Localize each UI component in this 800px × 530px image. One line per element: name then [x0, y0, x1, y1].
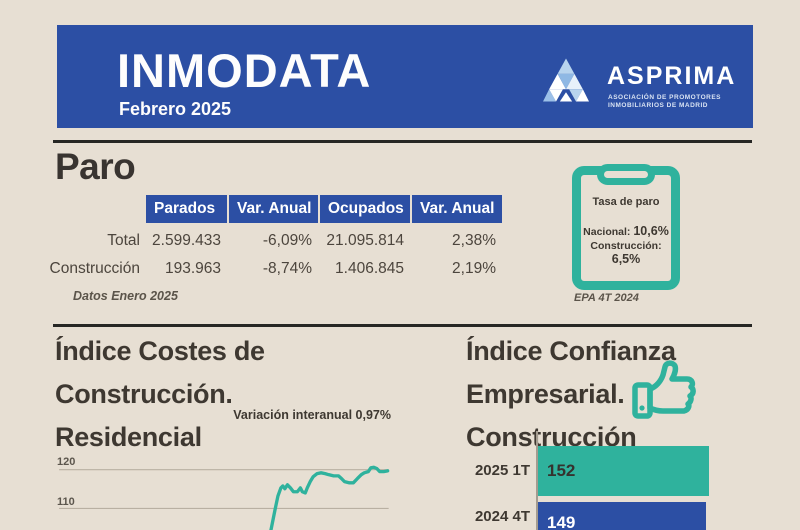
- tasa-de-paro-title: Tasa de paro: [592, 196, 660, 208]
- tasa-nacional-value: 10,6%: [633, 224, 669, 238]
- variation-annotation: Variación interanual 0,97%: [233, 408, 391, 422]
- epa-source: EPA 4T 2024: [574, 292, 639, 304]
- cell-value: 2,38%: [452, 232, 496, 249]
- cell-value: -8,74%: [262, 260, 312, 277]
- brand-tagline-line1: ASOCIACIÓN DE PROMOTORES: [608, 94, 722, 101]
- cell-value: 1.406.845: [335, 260, 404, 277]
- tasa-construccion-label: Construcción:: [590, 240, 662, 252]
- divider-middle: [53, 324, 752, 327]
- cell-value: 21.095.814: [326, 232, 404, 249]
- asprima-logo: ASPRIMA ASOCIACIÓN DE PROMOTORES INMOBIL…: [543, 50, 753, 130]
- cell-value: 193.963: [164, 260, 221, 277]
- cost-line-series: [269, 465, 390, 530]
- clipboard-icon: Tasa de paro Nacional: 10,6% Construcció…: [572, 164, 680, 290]
- page-title: INMODATA: [117, 44, 372, 97]
- y-tick-110: 110: [57, 496, 75, 508]
- y-tick-120: 120: [57, 456, 76, 468]
- confianza-title-line1: Índice Confianza Empresarial.: [466, 336, 676, 409]
- cell-value: 2.599.433: [152, 232, 221, 249]
- brand-tagline-line2: INMOBILIARIOS DE MADRID: [608, 101, 708, 109]
- row-label-construccion: Construcción: [49, 260, 140, 277]
- cell-value: -6,09%: [262, 232, 312, 249]
- costes-title: Índice Costes de Construcción. Residenci…: [55, 330, 415, 459]
- bar-label-2024-4t: 2024 4T: [474, 508, 530, 525]
- tasa-nacional-label: Nacional:: [583, 226, 631, 238]
- column-header-var-anual-2: Var. Anual: [412, 195, 502, 223]
- brand-name: ASPRIMA: [607, 62, 737, 90]
- tasa-nacional-line: Nacional: 10,6%: [581, 224, 671, 238]
- bar-value: 149: [547, 513, 576, 530]
- divider-top: [53, 140, 752, 143]
- header-banner: INMODATA Febrero 2025 ASPRIMA ASOCIACIÓN…: [57, 25, 753, 128]
- tasa-construccion-value: 6,5%: [611, 252, 641, 266]
- confianza-title: Índice Confianza Empresarial. Construcci…: [466, 330, 786, 459]
- table-footnote: Datos Enero 2025: [73, 289, 178, 303]
- bar-axis-line: [536, 431, 538, 530]
- cell-value: 2,19%: [452, 260, 496, 277]
- tasa-construccion-line: Construcción: 6,5%: [581, 240, 671, 266]
- bar-value: 152: [547, 461, 576, 480]
- paro-heading: Paro: [55, 146, 136, 187]
- asprima-triangle-icon: [543, 58, 589, 102]
- confidence-bar: 149: [538, 502, 706, 530]
- cost-line-chart: [59, 465, 390, 530]
- costes-title-line1: Índice Costes de Construcción.: [55, 336, 265, 409]
- confidence-bar: 152: [538, 446, 709, 496]
- page-subtitle: Febrero 2025: [119, 99, 232, 119]
- clipboard-clip-icon: [597, 164, 655, 185]
- costes-title-line2: Residencial: [55, 422, 202, 452]
- bar-label-2025-1t: 2025 1T: [474, 462, 530, 479]
- thumbs-up-icon: [632, 360, 696, 419]
- brand-tagline: ASOCIACIÓN DE PROMOTORES INMOBILIARIOS D…: [608, 94, 721, 109]
- column-header-parados: Parados: [146, 195, 227, 223]
- column-header-var-anual: Var. Anual: [229, 195, 318, 223]
- column-header-ocupados: Ocupados: [320, 195, 410, 223]
- row-label-total: Total: [107, 232, 140, 249]
- thumb-palm-dot: [639, 405, 645, 411]
